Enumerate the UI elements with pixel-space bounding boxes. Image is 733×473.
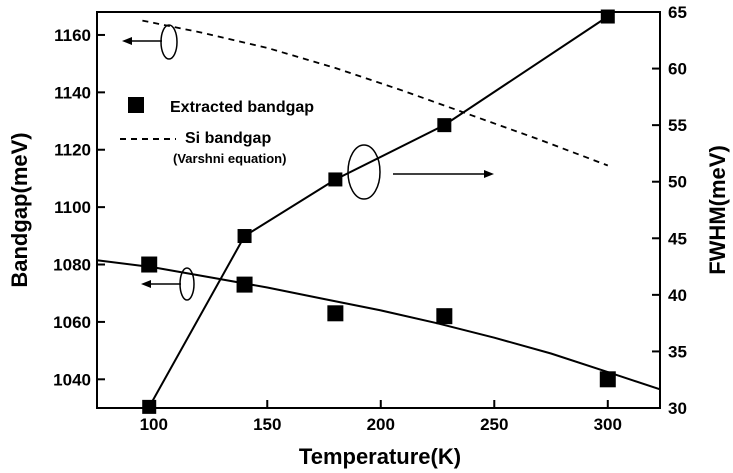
right-tick-label: 35	[668, 342, 687, 361]
legend-label-si: Si bandgap	[185, 130, 271, 147]
extracted-bandgap-point	[436, 308, 453, 325]
series-line-si-bandgap	[142, 19, 609, 167]
right-tick-label: 65	[668, 3, 687, 22]
right-tick-label: 45	[668, 229, 687, 248]
right-tick-label: 30	[668, 399, 687, 418]
annotation-ellipse	[160, 24, 178, 60]
right-axis-title: FWHM(meV)	[705, 145, 730, 275]
right-tick-label: 50	[668, 173, 687, 192]
series-line-fwhm	[148, 15, 609, 408]
annotation-left-axis-bottom	[141, 267, 195, 301]
left-tick-label: 1100	[54, 198, 91, 217]
legend: Extracted bandgap Si bandgap (Varshni eq…	[120, 97, 314, 166]
annotation-right-axis	[347, 144, 494, 200]
arrowhead-left-icon	[122, 37, 132, 45]
left-axis-ticks: 1040 1060 1080 1100 1120 1140 1160	[53, 26, 105, 389]
extracted-bandgap-point	[236, 276, 253, 293]
series-line-bandgap-fit	[96, 259, 661, 391]
legend-label-extracted: Extracted bandgap	[170, 99, 314, 116]
annotation-ellipse	[347, 144, 381, 200]
fwhm-point	[237, 229, 252, 244]
x-tick-label: 100	[140, 415, 168, 434]
legend-sublabel-si: (Varshni equation)	[173, 151, 286, 166]
annotation-left-axis-top	[122, 24, 178, 60]
extracted-bandgap-point	[327, 305, 344, 322]
fwhm-point	[328, 172, 343, 187]
fwhm-point	[600, 9, 615, 24]
right-axis-ticks: 30 35 40 45 50 55 60 65	[652, 3, 687, 418]
x-tick-label: 150	[253, 415, 281, 434]
plot-frame	[96, 11, 661, 409]
legend-marker-square	[128, 97, 144, 113]
x-axis-title: Temperature(K)	[299, 444, 461, 469]
right-tick-label: 55	[668, 116, 687, 135]
left-tick-label: 1140	[54, 83, 91, 102]
fwhm-point	[437, 118, 452, 133]
arrowhead-right-icon	[484, 170, 494, 178]
x-tick-label: 300	[594, 415, 622, 434]
left-tick-label: 1060	[53, 313, 91, 332]
x-tick-label: 250	[480, 415, 508, 434]
left-axis-title: Bandgap(meV)	[7, 132, 32, 287]
left-tick-label: 1160	[54, 26, 91, 45]
left-tick-label: 1080	[53, 256, 91, 275]
right-tick-label: 60	[668, 60, 687, 79]
left-tick-label: 1120	[54, 141, 91, 160]
extracted-bandgap-point	[141, 256, 158, 273]
right-tick-label: 40	[668, 286, 687, 305]
x-axis-ticks: 100 150 200 250 300	[140, 400, 622, 434]
extracted-bandgap-point	[599, 371, 616, 388]
arrowhead-left-icon	[141, 280, 151, 288]
series-layer	[96, 9, 661, 414]
left-tick-label: 1040	[53, 370, 91, 389]
x-tick-label: 200	[367, 415, 395, 434]
fwhm-point	[142, 399, 157, 414]
